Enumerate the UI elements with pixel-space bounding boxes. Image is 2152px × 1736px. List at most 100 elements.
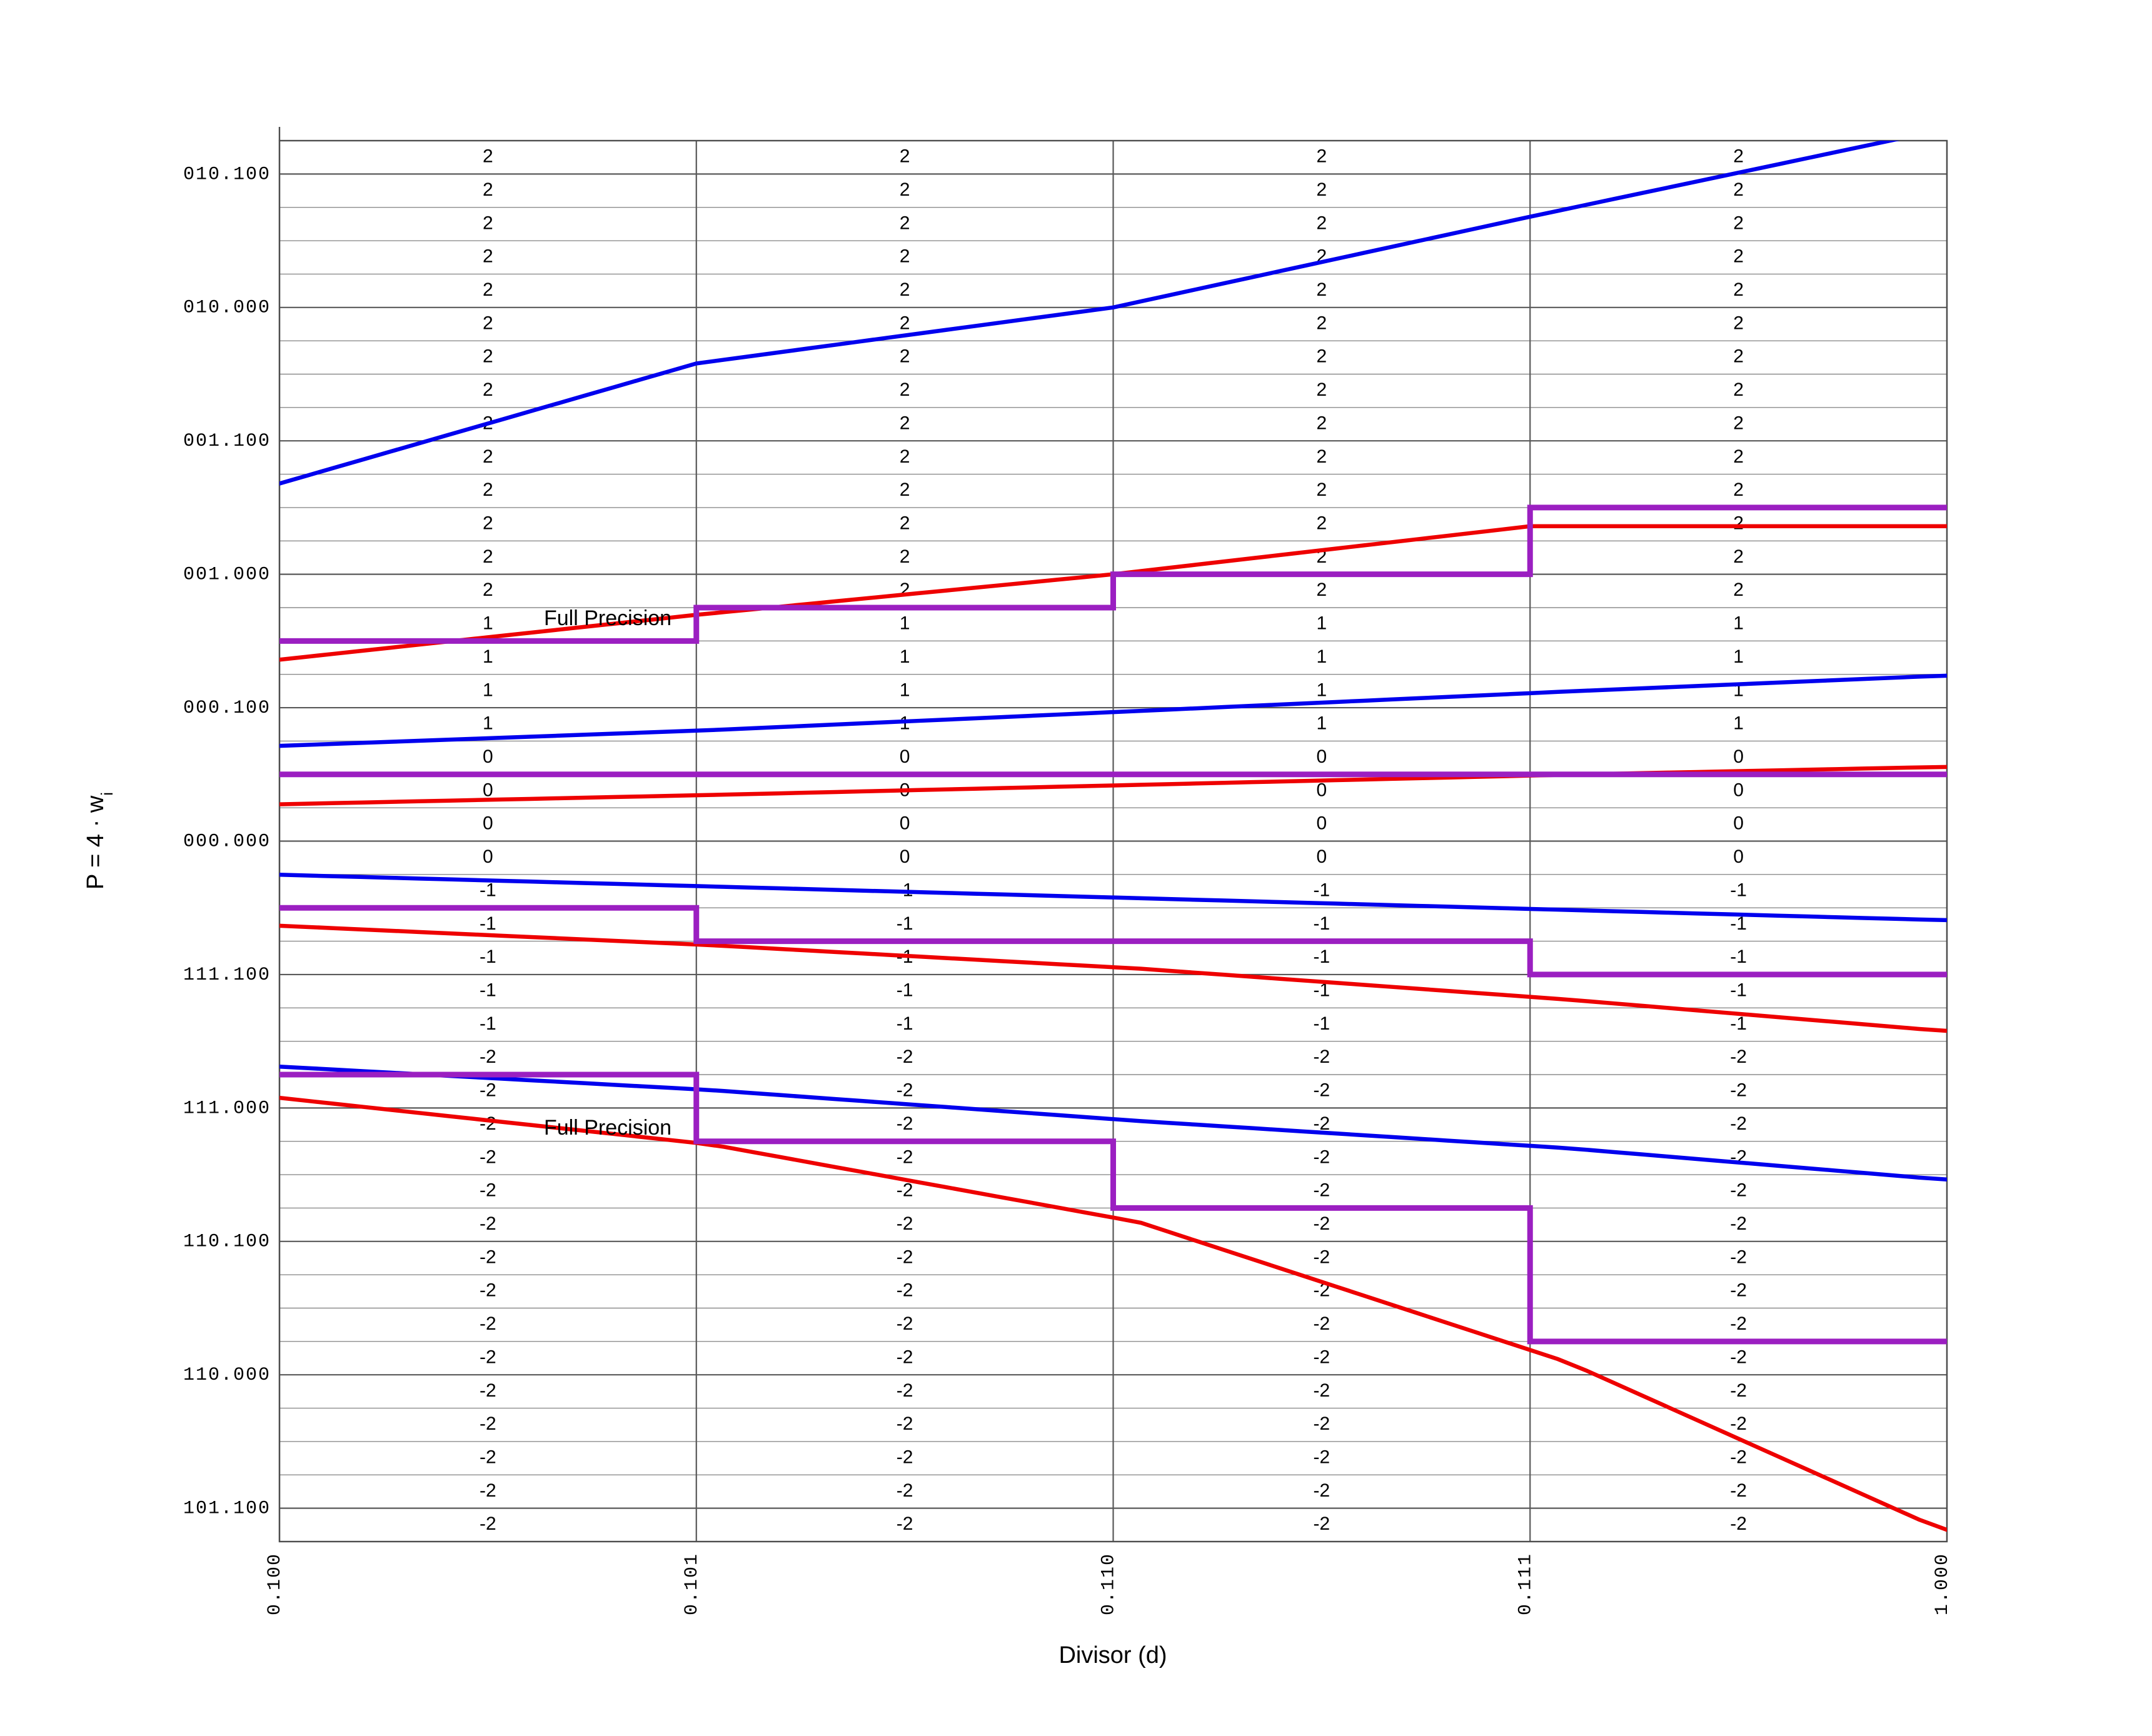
svg-text:-2: -2 <box>1730 1046 1747 1067</box>
svg-text:-2: -2 <box>1730 1280 1747 1301</box>
svg-text:2: 2 <box>1317 279 1327 300</box>
svg-text:-2: -2 <box>1314 1347 1330 1367</box>
svg-text:0: 0 <box>900 746 910 767</box>
svg-text:2: 2 <box>1733 346 1744 367</box>
svg-text:2: 2 <box>1733 546 1744 567</box>
svg-text:2: 2 <box>1317 513 1327 534</box>
svg-text:-1: -1 <box>897 913 913 934</box>
svg-text:-2: -2 <box>897 1347 913 1367</box>
svg-text:2: 2 <box>483 580 493 600</box>
svg-text:1: 1 <box>483 613 493 634</box>
svg-text:2: 2 <box>900 479 910 500</box>
svg-text:2: 2 <box>900 446 910 467</box>
svg-text:2: 2 <box>483 213 493 233</box>
svg-text:-2: -2 <box>480 1113 496 1134</box>
svg-text:1: 1 <box>1733 713 1744 734</box>
svg-text:0: 0 <box>1317 780 1327 800</box>
svg-text:-2: -2 <box>1730 1313 1747 1334</box>
svg-text:2: 2 <box>483 146 493 167</box>
svg-text:-2: -2 <box>1314 1313 1330 1334</box>
svg-text:-2: -2 <box>1730 1247 1747 1267</box>
svg-text:2: 2 <box>1733 479 1744 500</box>
svg-text:2: 2 <box>483 313 493 333</box>
svg-text:-2: -2 <box>480 1146 496 1167</box>
svg-text:-1: -1 <box>1314 913 1330 934</box>
svg-text:-2: -2 <box>1314 1380 1330 1401</box>
svg-text:2: 2 <box>900 246 910 267</box>
svg-text:-2: -2 <box>1314 1213 1330 1234</box>
svg-text:0: 0 <box>483 780 493 800</box>
svg-text:-1: -1 <box>897 980 913 1001</box>
svg-text:-2: -2 <box>897 1313 913 1334</box>
svg-text:1: 1 <box>1733 646 1744 667</box>
svg-text:-2: -2 <box>480 1213 496 1234</box>
svg-text:0: 0 <box>483 846 493 867</box>
svg-text:001.100: 001.100 <box>183 431 271 452</box>
svg-text:2: 2 <box>900 580 910 600</box>
svg-text:-2: -2 <box>1730 1180 1747 1201</box>
svg-text:-2: -2 <box>1314 1413 1330 1434</box>
svg-text:1: 1 <box>483 680 493 700</box>
svg-text:2: 2 <box>1733 313 1744 333</box>
svg-text:0: 0 <box>1733 813 1744 834</box>
svg-text:2: 2 <box>1733 279 1744 300</box>
svg-text:2: 2 <box>900 279 910 300</box>
svg-text:110.100: 110.100 <box>183 1232 271 1253</box>
svg-text:-2: -2 <box>480 1413 496 1434</box>
svg-text:2: 2 <box>483 346 493 367</box>
svg-text:-2: -2 <box>480 1513 496 1534</box>
svg-text:-1: -1 <box>480 946 496 967</box>
svg-text:2: 2 <box>1317 479 1327 500</box>
svg-text:-1: -1 <box>480 1013 496 1034</box>
svg-text:2: 2 <box>483 279 493 300</box>
svg-text:0: 0 <box>900 846 910 867</box>
svg-text:Full Precision: Full Precision <box>544 606 671 630</box>
svg-text:-2: -2 <box>897 1447 913 1468</box>
svg-text:2: 2 <box>483 379 493 400</box>
svg-text:2: 2 <box>1317 413 1327 433</box>
svg-text:-2: -2 <box>1730 1447 1747 1468</box>
svg-text:2: 2 <box>1317 179 1327 200</box>
svg-text:0: 0 <box>1317 813 1327 834</box>
svg-text:2: 2 <box>483 479 493 500</box>
svg-text:2: 2 <box>483 246 493 267</box>
svg-text:-2: -2 <box>1730 1113 1747 1134</box>
svg-text:2: 2 <box>1317 446 1327 467</box>
svg-text:-2: -2 <box>897 1080 913 1101</box>
svg-text:-1: -1 <box>1314 1013 1330 1034</box>
svg-text:2: 2 <box>900 513 910 534</box>
svg-text:-2: -2 <box>897 1280 913 1301</box>
svg-text:-1: -1 <box>1314 946 1330 967</box>
svg-text:0: 0 <box>1733 780 1744 800</box>
svg-text:-2: -2 <box>897 1213 913 1234</box>
svg-text:-2: -2 <box>897 1513 913 1534</box>
svg-text:-2: -2 <box>480 1447 496 1468</box>
svg-text:2: 2 <box>483 179 493 200</box>
svg-text:0.111: 0.111 <box>1515 1553 1536 1615</box>
svg-text:-2: -2 <box>897 1113 913 1134</box>
svg-text:2: 2 <box>1733 146 1744 167</box>
svg-text:2: 2 <box>900 179 910 200</box>
svg-text:-2: -2 <box>897 1180 913 1201</box>
svg-text:-1: -1 <box>480 913 496 934</box>
svg-text:0: 0 <box>483 746 493 767</box>
svg-text:2: 2 <box>1317 346 1327 367</box>
svg-text:-2: -2 <box>1730 1347 1747 1367</box>
svg-text:2: 2 <box>1733 179 1744 200</box>
svg-text:-2: -2 <box>1730 1213 1747 1234</box>
svg-text:2: 2 <box>1733 580 1744 600</box>
svg-text:000.100: 000.100 <box>183 698 271 719</box>
svg-text:1: 1 <box>900 680 910 700</box>
svg-text:-2: -2 <box>1314 1447 1330 1468</box>
svg-text:2: 2 <box>1733 213 1744 233</box>
svg-text:2: 2 <box>1317 580 1327 600</box>
svg-text:0: 0 <box>1317 746 1327 767</box>
svg-text:2: 2 <box>1317 313 1327 333</box>
svg-text:2: 2 <box>1317 146 1327 167</box>
svg-text:-1: -1 <box>1730 980 1747 1001</box>
svg-text:-2: -2 <box>480 1480 496 1501</box>
svg-text:-2: -2 <box>1314 1046 1330 1067</box>
svg-text:0.110: 0.110 <box>1099 1553 1120 1615</box>
svg-text:2: 2 <box>900 379 910 400</box>
svg-text:2: 2 <box>900 413 910 433</box>
